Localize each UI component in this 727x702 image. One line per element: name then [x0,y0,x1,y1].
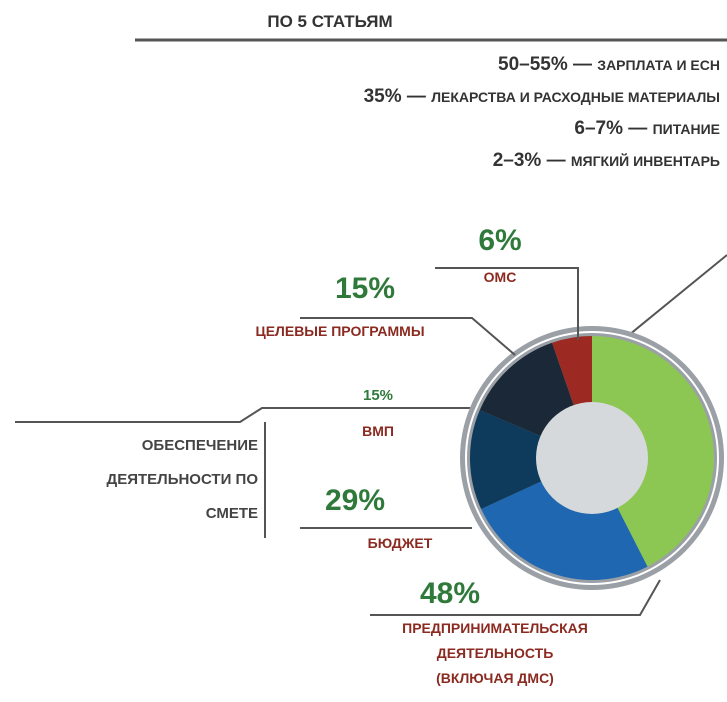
chart-title: ПО 5 СТАТЬЯМ [267,12,392,31]
breakdown-label: МЯГКИЙ ИНВЕНТАРЬ [571,152,720,169]
leader-line [15,407,472,423]
breakdown-dash: — [623,118,653,139]
breakdown-share: 6–7% [574,118,623,139]
category-label: БЮДЖЕТ [368,535,433,551]
value-label: 15% [363,387,393,404]
breakdown-dash: — [568,54,598,75]
group-label: ДЕЯТЕЛЬНОСТИ ПО [107,471,259,488]
breakdown-item: 35% — ЛЕКАРСТВА И РАСХОДНЫЕ МАТЕРИАЛЫ [364,86,720,107]
breakdown-share: 50–55% [498,54,568,75]
donut-slice [592,336,714,567]
value-label: 15% [335,272,395,305]
ring-edge [465,331,719,585]
breakdown-share: 2–3% [493,150,542,171]
group-label: ОБЕСПЕЧЕНИЕ [142,437,258,454]
leader-line [300,317,516,356]
breakdown-label: ЗАРПЛАТА И ЕСН [597,57,720,73]
category-label: (ВКЛЮЧАЯ ДМС) [436,670,554,686]
group-label: СМЕТЕ [206,505,258,522]
leader-line [435,267,579,340]
breakdown-share: 35% [364,86,402,107]
breakdown-label: ПИТАНИЕ [653,121,720,137]
breakdown-item: 50–55% — ЗАРПЛАТА И ЕСН [498,54,720,75]
breakdown-item: 2–3% — МЯГКИЙ ИНВЕНТАРЬ [493,150,720,171]
breakdown-item: 6–7% — ПИТАНИЕ [574,118,720,139]
value-label: 48% [420,577,480,610]
donut-hole [536,402,648,514]
breakdown-label: ЛЕКАРСТВА И РАСХОДНЫЕ МАТЕРИАЛЫ [431,89,720,105]
category-label: ДЕЯТЕЛЬНОСТЬ [437,645,554,661]
value-label: 6% [478,224,521,257]
leader-line [370,579,661,616]
donut-slice [470,410,592,509]
breakdown-dash: — [541,150,571,171]
category-label: ОМС [484,269,517,285]
category-label: ПРЕДПРИНИМАТЕЛЬСКАЯ [402,620,588,636]
category-label: ВМП [362,423,394,439]
value-label: 29% [325,484,385,517]
breakdown-dash: — [402,86,432,107]
category-label: ЦЕЛЕВЫЕ ПРОГРАММЫ [255,323,424,339]
